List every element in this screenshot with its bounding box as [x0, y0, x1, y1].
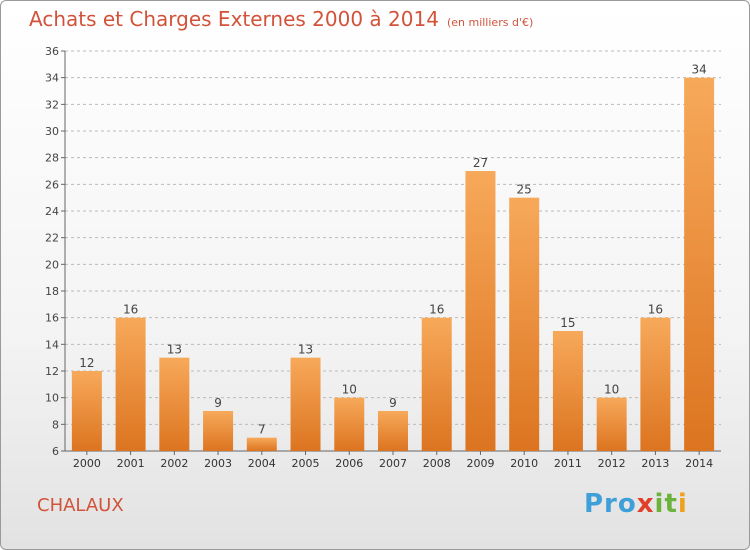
x-tick-label-2010: 2010	[510, 457, 538, 470]
data-label-2002: 13	[167, 343, 182, 357]
x-tick-label-2011: 2011	[554, 457, 582, 470]
bar-2007	[378, 411, 408, 451]
bar-2009	[465, 171, 496, 451]
y-tick-label: 10	[45, 392, 59, 405]
data-label-2004: 7	[258, 423, 266, 437]
bar-2013	[640, 317, 671, 451]
bar-2008	[421, 317, 452, 451]
data-label-2010: 25	[517, 183, 532, 197]
chart-title: Achats et Charges Externes 2000 à 2014 (e…	[29, 7, 533, 31]
x-tick-label-2008: 2008	[423, 457, 451, 470]
data-label-2007: 9	[389, 396, 397, 410]
data-label-2013: 16	[648, 303, 663, 317]
bar-2006	[334, 397, 365, 451]
y-tick-label: 22	[45, 232, 59, 245]
data-label-2000: 12	[79, 356, 94, 370]
bar-2004	[246, 437, 277, 451]
y-tick-label: 8	[52, 418, 59, 431]
y-tick-label: 12	[45, 365, 59, 378]
y-tick-label: 36	[45, 45, 59, 58]
bar-2003	[203, 411, 234, 451]
y-tick-label: 6	[52, 445, 59, 458]
proxiti-logo: Proxiti	[584, 489, 688, 519]
x-tick-label-2005: 2005	[292, 457, 320, 470]
x-tick-label-2013: 2013	[641, 457, 669, 470]
data-label-2008: 16	[429, 303, 444, 317]
commune-name: CHALAUX	[37, 495, 124, 516]
bars	[71, 77, 715, 452]
bar-2005	[290, 357, 321, 451]
x-tick-label-2009: 2009	[466, 457, 494, 470]
x-tick-label-2012: 2012	[598, 457, 626, 470]
y-tick-label: 14	[45, 338, 59, 351]
y-tick-label: 20	[45, 258, 59, 271]
x-tick-label-2007: 2007	[379, 457, 407, 470]
y-tick-label: 18	[45, 285, 59, 298]
data-labels: 12 16 13 9 7 13 10 9 16 27 25 15 10 16 34	[79, 63, 707, 437]
chart-subtitle: (en milliers d'€)	[446, 16, 534, 29]
y-tick-label: 34	[45, 72, 59, 85]
bar-2002	[159, 357, 190, 451]
tick-labels: 6 8 10 12 14 16 18 20 22 24 26 28 30 32 34 36 2000 2001 20…	[45, 45, 713, 470]
bar-2011	[552, 331, 583, 451]
x-tick-label-2003: 2003	[204, 457, 232, 470]
data-label-2012: 10	[604, 383, 619, 397]
bar-2010	[509, 197, 540, 451]
data-label-2001: 16	[123, 303, 138, 317]
title-text: Achats et Charges Externes 2000 à 2014	[29, 7, 439, 31]
logo-part-4: i	[677, 489, 688, 519]
data-label-2006: 10	[342, 383, 357, 397]
y-tick-label: 16	[45, 312, 59, 325]
y-tick-label: 26	[45, 178, 59, 191]
y-tick-label: 28	[45, 152, 59, 165]
x-tick-label-2000: 2000	[73, 457, 101, 470]
x-tick-label-2004: 2004	[248, 457, 276, 470]
x-tick-label-2014: 2014	[685, 457, 713, 470]
data-label-2005: 13	[298, 343, 313, 357]
data-label-2011: 15	[560, 316, 575, 330]
data-label-2003: 9	[214, 396, 222, 410]
y-tick-label: 32	[45, 98, 59, 111]
bar-2001	[115, 317, 146, 451]
logo-part-3: it	[654, 489, 678, 519]
bar-2012	[596, 397, 627, 451]
logo-part-2: x	[636, 489, 655, 519]
y-tick-label: 30	[45, 125, 59, 138]
x-tick-label-2002: 2002	[160, 457, 188, 470]
y-tick-label: 24	[45, 205, 59, 218]
data-label-2014: 34	[691, 63, 706, 77]
bar-2000	[71, 371, 102, 451]
x-tick-label-2006: 2006	[335, 457, 363, 470]
bar-2014	[684, 77, 715, 452]
x-tick-label-2001: 2001	[117, 457, 145, 470]
data-label-2009: 27	[473, 156, 488, 170]
logo-part-1: Pro	[584, 489, 637, 519]
